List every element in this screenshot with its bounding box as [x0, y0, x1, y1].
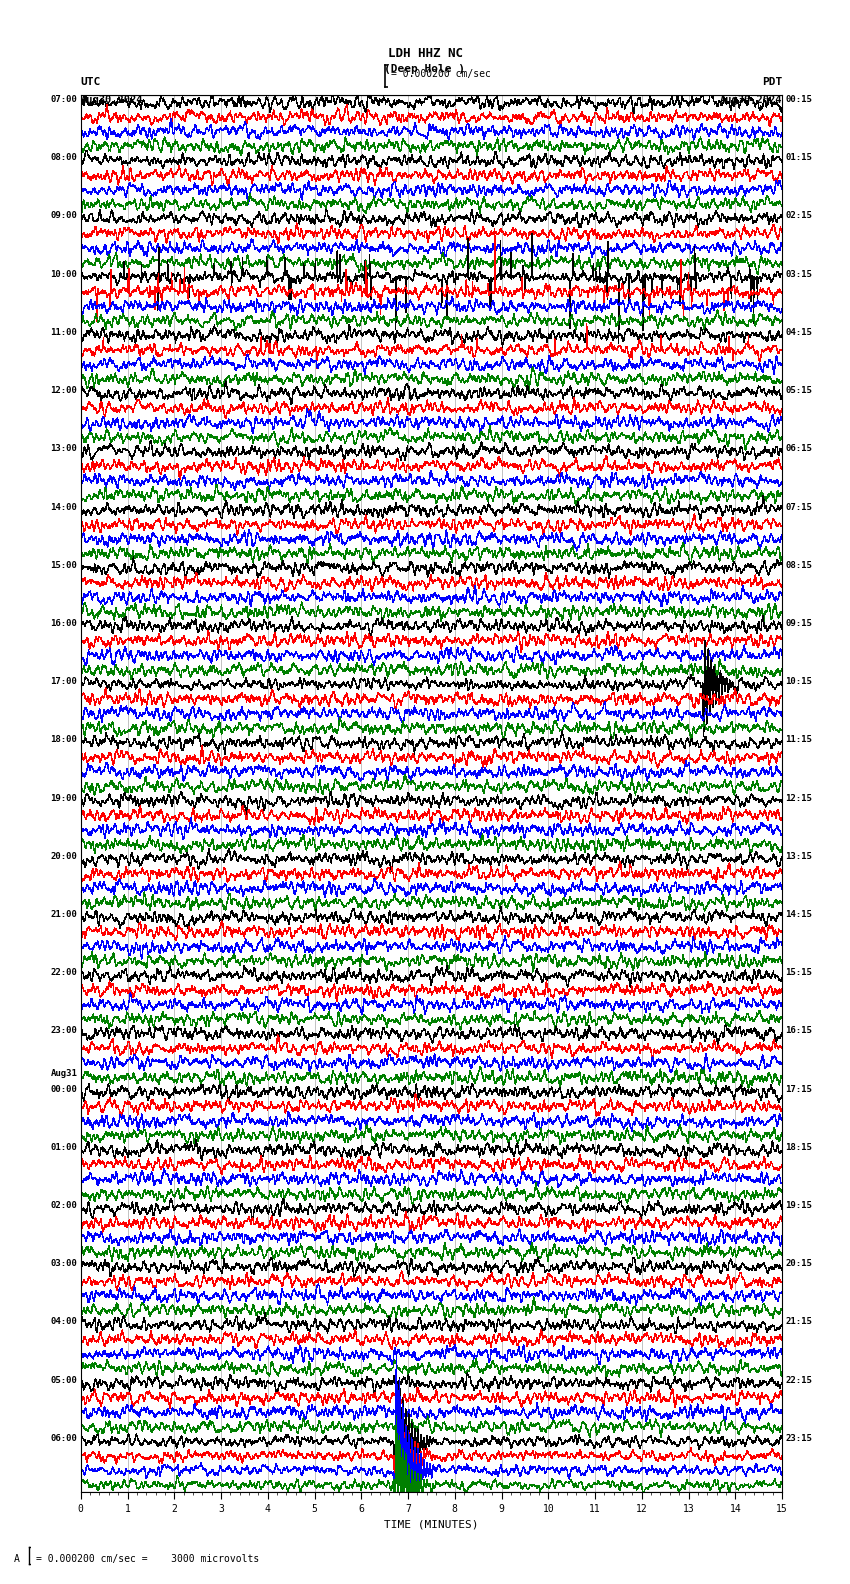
Text: 11:00: 11:00	[50, 328, 77, 337]
Text: 04:00: 04:00	[50, 1318, 77, 1326]
Text: = 0.000200 cm/sec: = 0.000200 cm/sec	[391, 70, 490, 79]
Text: 06:15: 06:15	[785, 444, 813, 453]
Text: UTC: UTC	[81, 78, 101, 87]
Text: 19:00: 19:00	[50, 794, 77, 803]
Text: 05:15: 05:15	[785, 386, 813, 394]
Text: = 0.000200 cm/sec =    3000 microvolts: = 0.000200 cm/sec = 3000 microvolts	[36, 1554, 259, 1563]
Text: 13:00: 13:00	[50, 444, 77, 453]
Text: 16:15: 16:15	[785, 1026, 813, 1036]
Text: 23:00: 23:00	[50, 1026, 77, 1036]
Text: 20:00: 20:00	[50, 852, 77, 860]
Text: 09:00: 09:00	[50, 212, 77, 220]
Text: A: A	[14, 1554, 20, 1563]
Text: 07:00: 07:00	[50, 95, 77, 105]
Text: Aug31: Aug31	[50, 1069, 77, 1079]
Text: 22:00: 22:00	[50, 968, 77, 977]
Text: 17:00: 17:00	[50, 676, 77, 686]
Text: 22:15: 22:15	[785, 1375, 813, 1384]
Text: Aug30,2024: Aug30,2024	[719, 95, 782, 105]
Text: 02:15: 02:15	[785, 212, 813, 220]
Text: (Deep Hole ): (Deep Hole )	[384, 65, 466, 74]
Text: 19:15: 19:15	[785, 1201, 813, 1210]
Text: 01:00: 01:00	[50, 1144, 77, 1152]
Text: 00:00: 00:00	[50, 1085, 77, 1093]
Text: 03:15: 03:15	[785, 269, 813, 279]
Text: 12:15: 12:15	[785, 794, 813, 803]
Text: 05:00: 05:00	[50, 1375, 77, 1384]
Text: 11:15: 11:15	[785, 735, 813, 744]
X-axis label: TIME (MINUTES): TIME (MINUTES)	[384, 1519, 479, 1530]
Text: 02:00: 02:00	[50, 1201, 77, 1210]
Text: Aug30,2024: Aug30,2024	[81, 95, 144, 105]
Text: 00:15: 00:15	[785, 95, 813, 105]
Text: 09:15: 09:15	[785, 619, 813, 627]
Text: 15:15: 15:15	[785, 968, 813, 977]
Text: 04:15: 04:15	[785, 328, 813, 337]
Text: 21:00: 21:00	[50, 909, 77, 919]
Text: 17:15: 17:15	[785, 1085, 813, 1093]
Text: 06:00: 06:00	[50, 1434, 77, 1443]
Text: 10:15: 10:15	[785, 676, 813, 686]
Text: LDH HHZ NC: LDH HHZ NC	[388, 48, 462, 60]
Text: 18:00: 18:00	[50, 735, 77, 744]
Text: PDT: PDT	[762, 78, 782, 87]
Text: 10:00: 10:00	[50, 269, 77, 279]
Text: 14:00: 14:00	[50, 502, 77, 512]
Text: 16:00: 16:00	[50, 619, 77, 627]
Text: 07:15: 07:15	[785, 502, 813, 512]
Text: 20:15: 20:15	[785, 1259, 813, 1269]
Text: 15:00: 15:00	[50, 561, 77, 570]
Text: 12:00: 12:00	[50, 386, 77, 394]
Text: 18:15: 18:15	[785, 1144, 813, 1152]
Text: 23:15: 23:15	[785, 1434, 813, 1443]
Text: 08:00: 08:00	[50, 154, 77, 162]
Text: 14:15: 14:15	[785, 909, 813, 919]
Text: 01:15: 01:15	[785, 154, 813, 162]
Text: 21:15: 21:15	[785, 1318, 813, 1326]
Text: 03:00: 03:00	[50, 1259, 77, 1269]
Text: 13:15: 13:15	[785, 852, 813, 860]
Text: 08:15: 08:15	[785, 561, 813, 570]
